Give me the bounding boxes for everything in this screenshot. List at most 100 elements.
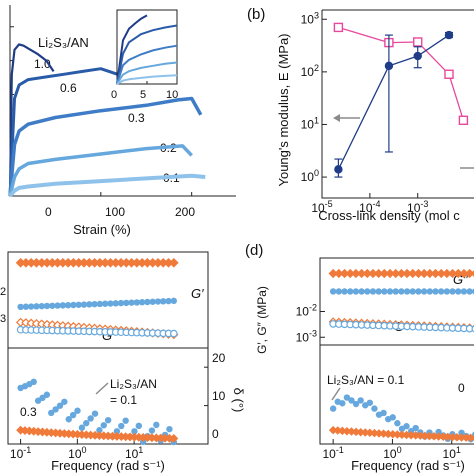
d-gprime-blue-point (352, 288, 360, 295)
c-ytick-10: 10 (212, 389, 226, 403)
d-gprime-blue-point (403, 288, 411, 295)
c-gprime-0.1-point (128, 299, 135, 306)
panel-b-label: (b) (247, 6, 265, 23)
c-gprime-0.3-point (168, 257, 179, 268)
a-inset-xtick-5: 5 (140, 89, 146, 101)
a-inset-line (116, 61, 178, 85)
c-gprime-0.1-point (160, 298, 167, 305)
a-annotation: Li₂S₃/AN (38, 35, 89, 50)
d-gprime-blue-point (443, 288, 451, 295)
b-open-square-point (458, 115, 469, 126)
d-delta-blue-point (380, 409, 387, 417)
d-delta-blue-point (394, 420, 401, 427)
a-series-line-0.1 (8, 173, 206, 198)
c-gprime-0.1-point (27, 303, 35, 310)
a-label-0.6: 0.6 (60, 81, 77, 95)
b-ytick-label: 101 (301, 115, 319, 131)
d-xlabel: Frequency (rad s⁻¹) (351, 458, 465, 473)
d-xtick-label: 10-1 (322, 445, 343, 461)
c-delta-0.1-point (43, 391, 51, 398)
d-delta-blue-point (458, 429, 465, 437)
c-delta-0.1-point (87, 415, 94, 422)
c-gprime-0.1-point (170, 297, 178, 305)
c-gprime-0.1-point (75, 301, 82, 308)
a-xtick-100: 100 (105, 205, 125, 219)
a-inset-xtick-0: 0 (111, 89, 117, 101)
d-delta-blue-point (348, 397, 355, 404)
c-gprime-0.1-point (86, 301, 93, 308)
b-filled-circle-point (334, 165, 343, 174)
c-gprime-0.1-point (64, 301, 72, 309)
d-right-label: 0 (458, 381, 465, 395)
d-delta-orange-point (471, 435, 474, 441)
a-series-line-0.3 (8, 96, 203, 197)
d-delta-blue-point (352, 400, 360, 408)
d-delta-blue-point (389, 414, 396, 421)
c-delta-0.1-point (131, 428, 138, 435)
a-series-line-0.2 (8, 144, 193, 197)
c-ytick-3: 3 (0, 313, 6, 325)
d-gprime-blue-point (329, 288, 337, 295)
c-ytick-20: 20 (212, 351, 226, 365)
c-gprime-0.1-point (101, 300, 109, 307)
c-gprime-0.1-point (17, 303, 24, 311)
a-inset-line (116, 24, 178, 85)
c-delta-0.3-point (169, 434, 179, 443)
c-delta-0.1-point (83, 419, 90, 427)
c-gprime-0.1-point (22, 303, 30, 310)
d-delta-blue-point (329, 405, 337, 412)
a-xlabel: Strain (%) (73, 222, 131, 237)
d-gprime-blue-point (375, 288, 382, 295)
c-label-0.3: 0.3 (20, 405, 37, 419)
d-ylabel: G′, G″ (MPa) (255, 286, 269, 354)
b-filled-series-line (337, 34, 450, 170)
b-xlabel: Cross-link density (mol c (318, 208, 460, 223)
c-gprime-0.1-point (117, 299, 125, 307)
b-ylabel: Young's modulus, E (MPa) (276, 33, 291, 186)
c-gprime-0.1-point (165, 297, 172, 305)
d-gprime-blue-point (392, 288, 399, 295)
d-ytick-label: 10-3 (296, 328, 317, 344)
b-filled-circle-point (444, 30, 454, 40)
c-gprime-0.1-point (33, 303, 40, 310)
a-label-0.3: 0.3 (128, 111, 145, 125)
panel-d-label: (d) (245, 242, 263, 259)
c-delta-0.1-point (113, 428, 121, 435)
c-gprime-0.1-point (43, 302, 51, 310)
d-gprime-blue-point (358, 288, 365, 295)
d-frame (319, 257, 474, 445)
c-delta-0.1-point (65, 416, 72, 423)
b-ytick-label: 100 (301, 168, 319, 184)
d-gprime-blue-point (398, 288, 405, 295)
c-ytick-2: 2 (0, 286, 6, 298)
d-gprime-blue-point (381, 288, 388, 295)
d-gprime-blue-point (449, 288, 456, 295)
a-series-line-0.6 (8, 67, 118, 197)
a-xtick-0: 0 (45, 205, 52, 219)
d-gprime-blue-point (335, 288, 343, 295)
d-gprime-blue-point (369, 288, 377, 295)
d-delta-blue-point (435, 428, 442, 436)
c-delta-0.1-point (148, 427, 156, 434)
c-delta-0.1-point (30, 378, 37, 386)
a-inset-line (116, 74, 178, 85)
b-open-square-point (413, 37, 423, 47)
d-gprime-blue-point (437, 288, 445, 295)
d-gprime-blue-point (347, 288, 354, 295)
c-gprime-0.1-point (59, 302, 67, 309)
c-ytick-0: 0 (212, 427, 219, 441)
d-gprime-orange-point (470, 270, 474, 277)
b-ytick-label: 103 (301, 10, 319, 26)
d-gprime-blue-point (409, 288, 416, 295)
c-delta-0.1-point (91, 410, 99, 417)
d-gprime-blue-point (426, 288, 434, 295)
c-gdouble-0.1-point (170, 329, 178, 338)
c-delta-0.1-point (61, 398, 68, 405)
c-gprime-0.1-point (123, 299, 130, 307)
a-series-line-1.0 (8, 43, 55, 197)
d-delta-blue-point (357, 397, 364, 404)
c-label-gprime: G′ (191, 286, 204, 301)
c-gprime-0.1-point (70, 301, 77, 309)
